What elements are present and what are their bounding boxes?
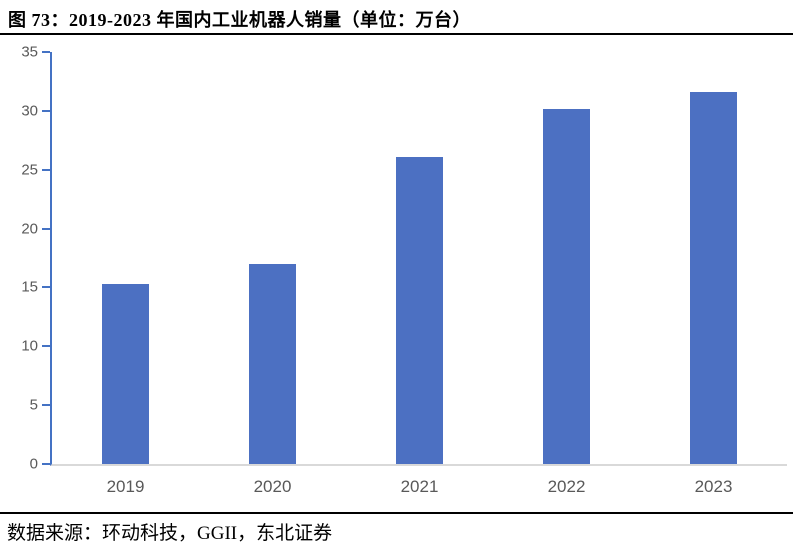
footer-divider [0, 512, 793, 514]
x-axis-label-2021: 2021 [400, 477, 439, 496]
bar-2023 [690, 92, 737, 464]
y-axis-label-5: 5 [29, 396, 38, 414]
source-note: 数据来源：环动科技，GGII，东北证券 [7, 523, 333, 544]
y-axis-tick-5 [42, 404, 50, 407]
bar-slot-2022 [493, 52, 640, 464]
y-axis-tick-15 [42, 286, 50, 289]
bar-slot-2020 [199, 52, 346, 464]
y-axis-label-10: 10 [21, 337, 38, 355]
y-axis-label-0: 0 [29, 455, 38, 473]
x-axis-label-2023: 2023 [694, 477, 733, 496]
y-axis-tick-0 [42, 463, 50, 465]
bar-2021 [396, 156, 443, 464]
y-axis-tick-35 [42, 51, 50, 53]
bar-2020 [249, 263, 296, 464]
bar-slot-2023 [640, 52, 787, 464]
plot-area: 0 5 10 15 20 25 30 35 2019 2020 2021 2022 2023 [21, 45, 787, 495]
y-axis-label-25: 25 [21, 161, 38, 179]
y-axis-label-35: 35 [21, 43, 38, 61]
title-divider [0, 33, 793, 35]
y-axis-label-20: 20 [21, 220, 38, 238]
y-axis-tick-30 [42, 109, 50, 112]
bar-2019 [102, 283, 149, 464]
bar-slot-2021 [346, 52, 493, 464]
x-axis-label-2019: 2019 [106, 477, 145, 496]
y-axis-tick-25 [42, 168, 50, 171]
y-axis-tick-10 [42, 345, 50, 348]
x-axis-label-2022: 2022 [547, 477, 586, 496]
bar-slot-2019 [52, 52, 199, 464]
y-axis-tick-20 [42, 227, 50, 230]
bar-2022 [543, 108, 590, 464]
figure-title: 图 73：2019-2023 年国内工业机器人销量（单位：万台） [8, 10, 471, 30]
y-axis-label-30: 30 [21, 102, 38, 120]
y-axis-label-15: 15 [21, 278, 38, 296]
x-axis-label-2020: 2020 [253, 477, 292, 496]
